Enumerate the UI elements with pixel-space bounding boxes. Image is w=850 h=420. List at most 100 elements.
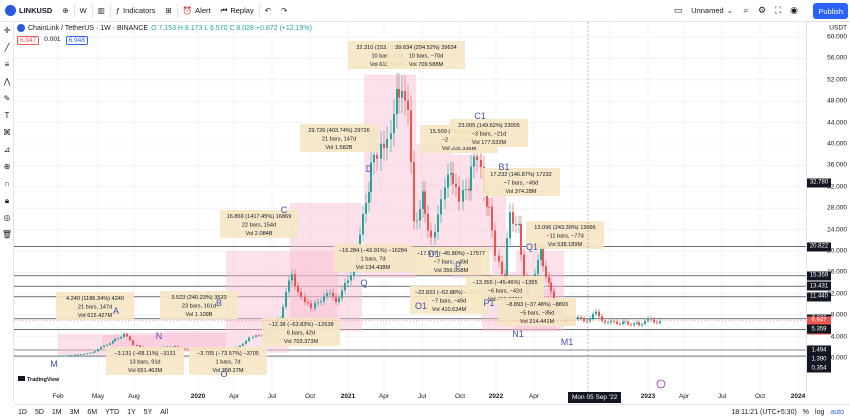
measure-region[interactable]	[492, 181, 506, 284]
range-button-6m[interactable]: 6M	[87, 409, 98, 416]
alert-button[interactable]: ⏰ Alert	[178, 0, 216, 22]
tradingview-logo[interactable]: TradingView	[18, 376, 60, 383]
range-button-1d[interactable]: 1D	[18, 409, 27, 416]
trend-line-icon[interactable]: ╱	[4, 43, 10, 52]
log-toggle[interactable]: log	[815, 409, 825, 416]
eye-icon[interactable]: ◎	[3, 213, 11, 222]
candle-body	[248, 337, 250, 341]
wave-label[interactable]: D1	[428, 249, 440, 259]
gear-icon[interactable]: ⚙	[757, 5, 767, 15]
info-box-line: −3.131 (−68.11%) −3131	[114, 351, 176, 357]
range-button-all[interactable]: All	[160, 409, 169, 416]
magnet-icon[interactable]: ∩	[4, 179, 10, 188]
wave-label[interactable]: M	[50, 359, 58, 369]
percent-toggle[interactable]: %	[802, 409, 810, 416]
range-button-3m[interactable]: 3M	[69, 409, 80, 416]
shapes-icon[interactable]: ⌘	[3, 128, 11, 137]
chart-type-button[interactable]: ▥	[93, 0, 110, 22]
info-box-line: −3.705 (−73.57%) −3705	[197, 351, 259, 357]
layout-name-button[interactable]: Unnamed ⌄	[686, 0, 738, 22]
wave-label[interactable]: B	[216, 298, 222, 308]
price-axis[interactable]: USDT 60.000 56.000 52.000 48.000 44.000 40.00…	[806, 22, 850, 392]
measure-info-box[interactable]: 23.005 (149.62%) 23005 −3 bars, −21d Vol 1…	[450, 119, 528, 147]
chart-legend: ChainLink / TetherUS · 1W · BINANCE O 7.…	[17, 24, 312, 32]
interval-button[interactable]: W	[75, 0, 92, 22]
measure-info-box[interactable]: −8.893 (−37.48%) −8893 −5 bars, −35d Vol 2…	[498, 298, 576, 326]
range-button-1m[interactable]: 1M	[51, 409, 62, 416]
replay-button[interactable]: ⏮ Replay	[216, 0, 259, 22]
wave-label[interactable]: Q1	[526, 242, 538, 252]
wave-label[interactable]: Q	[360, 278, 367, 288]
indicators-button[interactable]: ƒ Indicators	[111, 0, 161, 22]
range-button-5y[interactable]: 5Y	[143, 409, 153, 416]
measure-region[interactable]	[164, 330, 226, 351]
range-button-5d[interactable]: 5D	[34, 409, 44, 416]
compare-button[interactable]: ⊕	[57, 0, 73, 22]
layout-icon[interactable]: ▭	[673, 5, 683, 15]
candle-body	[627, 321, 629, 325]
measure-icon[interactable]: ⊿	[3, 145, 11, 154]
candle-body	[633, 323, 635, 326]
auto-toggle[interactable]: auto	[830, 409, 844, 416]
undo-button[interactable]: ↶	[260, 0, 276, 22]
measure-info-box[interactable]: 39.634 (294.52%) 39634 10 bars, −70d Vol 7…	[387, 41, 465, 69]
info-box-line: −6 bars, −42d	[488, 289, 523, 295]
pattern-icon[interactable]: ⋀	[3, 77, 11, 86]
search-icon[interactable]: ⌕	[743, 5, 749, 15]
candle-body	[518, 223, 520, 226]
camera-icon[interactable]: ◉	[790, 5, 798, 15]
symbol-search[interactable]: LINKUSD	[0, 0, 57, 22]
fib-icon[interactable]: ≡	[4, 60, 10, 69]
measure-info-box[interactable]: 4.240 (1186.34%) 4240 21 bars, 147d Vol 61…	[56, 292, 134, 320]
range-button-ytd[interactable]: YTD	[105, 409, 120, 416]
candle-body	[117, 338, 119, 340]
text-icon[interactable]: T	[4, 111, 10, 120]
measure-info-box[interactable]: −16.284 (−43.91%) −16284 1 bars, 7d Vol 13…	[334, 244, 412, 272]
measure-region[interactable]	[58, 333, 119, 356]
wave-label[interactable]: P	[455, 261, 461, 271]
info-box-line: 21 bars, 147d	[78, 305, 112, 311]
measure-info-box[interactable]: −3.705 (−73.57%) −3705 1 bars, 7d Vol 358.…	[189, 347, 267, 375]
fullscreen-icon[interactable]: ⛶	[774, 5, 782, 15]
wave-label[interactable]: C1	[474, 111, 486, 121]
measure-info-box[interactable]: 17.232 (146.87%) 17232 −7 bars, −49d Vol 3…	[482, 168, 560, 196]
wave-label[interactable]: M1	[561, 337, 574, 347]
publish-button[interactable]: Publish	[813, 3, 848, 19]
trash-icon[interactable]: 🗑︎	[1, 230, 13, 239]
measure-info-box[interactable]: 29.726 (403.74%) 29726 21 bars, 147d Vol 1…	[300, 124, 378, 152]
wave-label[interactable]: N	[156, 331, 163, 341]
brush-icon[interactable]: ✎	[3, 94, 11, 103]
candle-body	[64, 355, 66, 357]
candle-body	[458, 186, 460, 202]
candle-body	[285, 291, 287, 307]
measure-info-box[interactable]: −3.131 (−68.11%) −3131 13 bars, 91d Vol 65…	[106, 347, 184, 375]
measure-info-box[interactable]: −12.38 (−63.83%) −12638 6 bars, 42d Vol 70…	[262, 318, 340, 346]
wave-label[interactable]: P1	[483, 298, 494, 308]
price-chart[interactable]: 4.240 (1186.34%) 4240 21 bars, 147d Vol 61…	[14, 22, 806, 392]
sell-button[interactable]: 6.947	[17, 36, 40, 45]
measure-info-box[interactable]: −17.577 (−45.80%) −17577 −7 bars, −49d Vol…	[412, 247, 490, 275]
measure-region[interactable]	[482, 197, 492, 252]
measure-info-box[interactable]: 13.096 (243.39%) 13096 −11 bars, −77d Vol …	[526, 221, 604, 249]
buy-button[interactable]: 6.948	[65, 36, 88, 45]
wave-label[interactable]: D	[366, 164, 373, 174]
wave-label[interactable]: B1	[498, 162, 509, 172]
measure-info-box[interactable]: 16.869 (1417.45%) 16869 22 bars, 154d Vol …	[220, 210, 298, 238]
range-button-1y[interactable]: 1Y	[127, 409, 136, 416]
time-axis[interactable]: Feb May Aug 2020 Apr Jul Oct 2021 Apr Jul Oct 2022 A…	[14, 392, 806, 404]
zoom-icon[interactable]: ⊕	[3, 162, 11, 171]
crosshair-icon[interactable]: ✛	[3, 26, 11, 35]
wave-label[interactable]: C	[281, 205, 288, 215]
wave-label[interactable]: A	[113, 306, 119, 316]
lock-icon[interactable]: 🔒︎	[4, 195, 10, 205]
measure-region[interactable]	[289, 251, 338, 321]
measure-info-box[interactable]: 3.523 (240.23%) 3523 23 bars, 161d Vol 1.1…	[160, 291, 238, 319]
wave-label[interactable]: O1	[415, 301, 427, 311]
wave-label[interactable]: N1	[512, 329, 524, 339]
candle-body	[601, 316, 603, 321]
event-marker-icon[interactable]	[656, 379, 666, 389]
wave-label[interactable]: O	[220, 369, 227, 379]
info-box-line: −13.355 (−45.46%) −1355	[472, 280, 537, 286]
templates-button[interactable]: ⊞	[161, 0, 177, 22]
redo-button[interactable]: ↷	[276, 0, 292, 22]
